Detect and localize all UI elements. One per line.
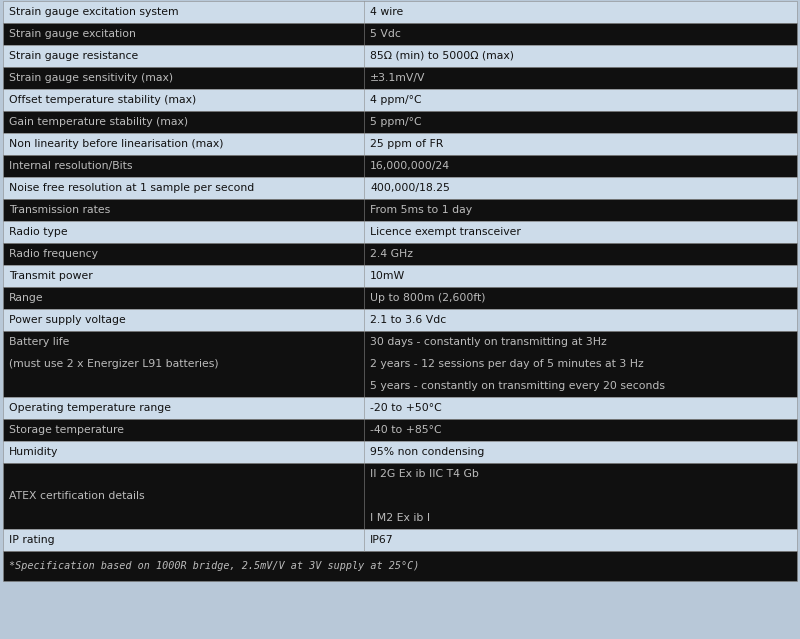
Text: Power supply voltage: Power supply voltage	[9, 315, 126, 325]
Bar	[3, 111, 797, 133]
Bar	[3, 551, 797, 581]
Text: Noise free resolution at 1 sample per second: Noise free resolution at 1 sample per se…	[9, 183, 254, 193]
Bar	[3, 1, 797, 23]
Bar	[3, 309, 797, 331]
Text: Gain temperature stability (max): Gain temperature stability (max)	[9, 117, 188, 127]
Bar	[3, 287, 797, 309]
Bar	[3, 221, 797, 243]
Bar	[3, 265, 797, 287]
Bar	[3, 419, 797, 441]
Bar	[3, 463, 797, 529]
Text: Strain gauge excitation: Strain gauge excitation	[9, 29, 136, 39]
Text: Radio frequency: Radio frequency	[9, 249, 98, 259]
Text: Strain gauge sensitivity (max): Strain gauge sensitivity (max)	[9, 73, 173, 83]
Bar	[3, 441, 797, 463]
Text: Range: Range	[9, 293, 44, 303]
Text: Transmit power: Transmit power	[9, 271, 93, 281]
Text: Non linearity before linearisation (max): Non linearity before linearisation (max)	[9, 139, 223, 149]
Text: 2.4 GHz: 2.4 GHz	[370, 249, 413, 259]
Bar	[3, 89, 797, 111]
Text: 2.1 to 3.6 Vdc: 2.1 to 3.6 Vdc	[370, 315, 446, 325]
Bar	[3, 133, 797, 155]
Text: Operating temperature range: Operating temperature range	[9, 403, 171, 413]
Text: Humidity: Humidity	[9, 447, 58, 457]
Text: 4 wire: 4 wire	[370, 7, 403, 17]
Text: 5 years - constantly on transmitting every 20 seconds: 5 years - constantly on transmitting eve…	[370, 381, 665, 391]
Bar	[3, 67, 797, 89]
Text: 5 Vdc: 5 Vdc	[370, 29, 401, 39]
Text: Radio type: Radio type	[9, 227, 68, 237]
Text: IP67: IP67	[370, 535, 394, 545]
Text: *Specification based on 1000R bridge, 2.5mV/V at 3V supply at 25°C): *Specification based on 1000R bridge, 2.…	[9, 561, 419, 571]
Text: 10mW: 10mW	[370, 271, 406, 281]
Text: ATEX certification details: ATEX certification details	[9, 491, 145, 501]
Text: 5 ppm/°C: 5 ppm/°C	[370, 117, 422, 127]
Text: Up to 800m (2,600ft): Up to 800m (2,600ft)	[370, 293, 486, 303]
Text: Transmission rates: Transmission rates	[9, 205, 110, 215]
Bar	[3, 45, 797, 67]
Text: 16,000,000/24: 16,000,000/24	[370, 161, 450, 171]
Text: 4 ppm/°C: 4 ppm/°C	[370, 95, 422, 105]
Text: Internal resolution/Bits: Internal resolution/Bits	[9, 161, 133, 171]
Text: Offset temperature stability (max): Offset temperature stability (max)	[9, 95, 196, 105]
Text: II 2G Ex ib IIC T4 Gb: II 2G Ex ib IIC T4 Gb	[370, 469, 479, 479]
Text: 85Ω (min) to 5000Ω (max): 85Ω (min) to 5000Ω (max)	[370, 51, 514, 61]
Text: ±3.1mV/V: ±3.1mV/V	[370, 73, 426, 83]
Text: I M2 Ex ib I: I M2 Ex ib I	[370, 513, 430, 523]
Text: -20 to +50°C: -20 to +50°C	[370, 403, 442, 413]
Text: 400,000/18.25: 400,000/18.25	[370, 183, 450, 193]
Text: -40 to +85°C: -40 to +85°C	[370, 425, 442, 435]
Bar	[3, 23, 797, 45]
Bar	[3, 331, 797, 397]
Text: From 5ms to 1 day: From 5ms to 1 day	[370, 205, 472, 215]
Text: Strain gauge excitation system: Strain gauge excitation system	[9, 7, 178, 17]
Text: Storage temperature: Storage temperature	[9, 425, 124, 435]
Bar	[3, 529, 797, 551]
Text: Strain gauge resistance: Strain gauge resistance	[9, 51, 138, 61]
Bar	[3, 243, 797, 265]
Bar	[3, 397, 797, 419]
Text: IP rating: IP rating	[9, 535, 54, 545]
Text: Battery life: Battery life	[9, 337, 70, 347]
Text: 30 days - constantly on transmitting at 3Hz: 30 days - constantly on transmitting at …	[370, 337, 606, 347]
Bar	[3, 155, 797, 177]
Bar	[3, 199, 797, 221]
Bar	[3, 177, 797, 199]
Text: 25 ppm of FR: 25 ppm of FR	[370, 139, 443, 149]
Text: (must use 2 x Energizer L91 batteries): (must use 2 x Energizer L91 batteries)	[9, 359, 218, 369]
Text: 95% non condensing: 95% non condensing	[370, 447, 484, 457]
Text: 2 years - 12 sessions per day of 5 minutes at 3 Hz: 2 years - 12 sessions per day of 5 minut…	[370, 359, 644, 369]
Text: Licence exempt transceiver: Licence exempt transceiver	[370, 227, 521, 237]
